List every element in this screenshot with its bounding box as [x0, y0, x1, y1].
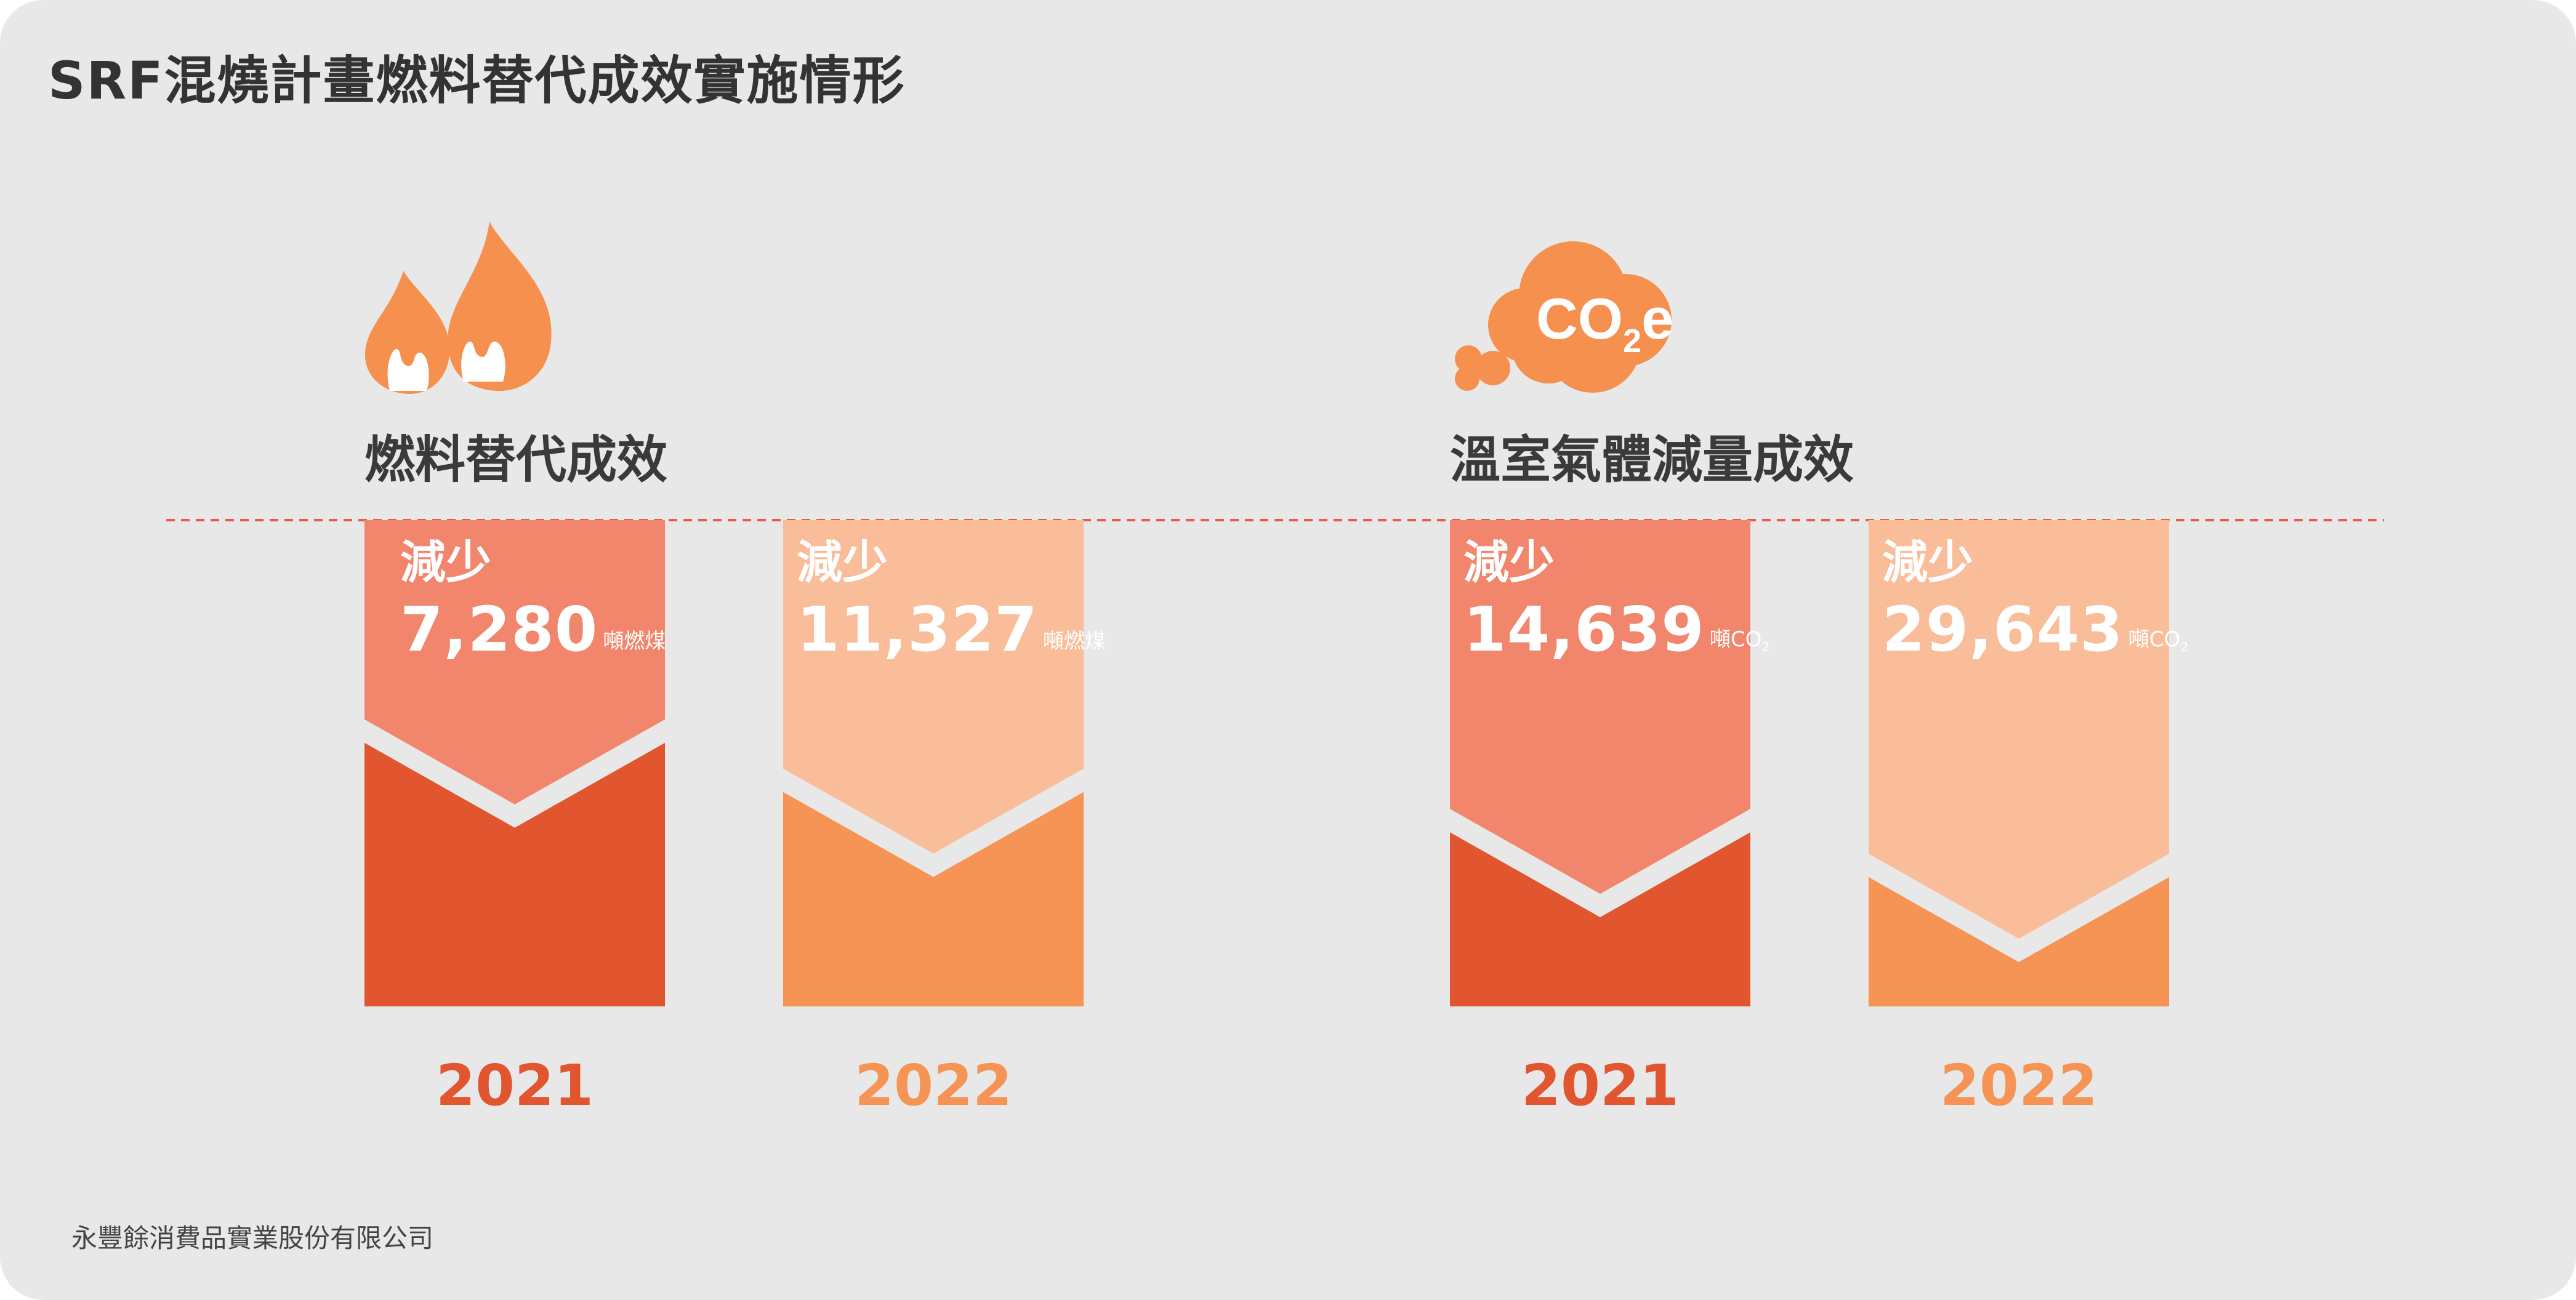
- ghg-section-title: 溫室氣體減量成效: [1450, 431, 1854, 489]
- bar-reduction-segment: [1450, 520, 1750, 894]
- svg-text:CO2e: CO2e: [1536, 286, 1673, 359]
- bar-value-block: 減少 29,643 噸CO2: [1882, 540, 2188, 660]
- bar-label-reduce: 減少: [1463, 536, 1555, 589]
- bar-reduction-segment: [783, 520, 1084, 854]
- bar-value: 29,643: [1882, 593, 2123, 665]
- year-label-2022: 2022: [1939, 1053, 2098, 1118]
- bar-reduction-segment: [1869, 520, 2169, 939]
- bar-value: 11,327: [797, 593, 1038, 665]
- bar-value-block: 減少 7,280 噸燃煤: [400, 540, 666, 660]
- bar-unit: 噸燃煤: [1042, 629, 1106, 654]
- fuel-section-title: 燃料替代成效: [364, 431, 668, 489]
- page-title: SRF混燒計畫燃料替代成效實施情形: [48, 50, 906, 111]
- company-name: 永豐餘消費品實業股份有限公司: [71, 1223, 434, 1253]
- bar-value-block: 減少 14,639 噸CO2: [1463, 540, 1769, 660]
- co2e-main-text: CO: [1536, 286, 1623, 351]
- bar-label-reduce: 減少: [400, 536, 491, 589]
- year-label-2022: 2022: [854, 1053, 1013, 1118]
- bar-base-segment: [364, 742, 665, 1006]
- year-label-2021: 2021: [435, 1053, 594, 1118]
- bar-reduction-segment: [364, 520, 665, 804]
- bar-label-reduce: 減少: [797, 536, 888, 589]
- bar-label-reduce: 減少: [1882, 536, 1973, 589]
- co2e-tail-text: e: [1641, 286, 1673, 351]
- co2e-sub-text: 2: [1623, 323, 1641, 359]
- bar-value: 14,639: [1463, 593, 1705, 665]
- bar-unit: 噸CO2: [1709, 627, 1770, 654]
- flame-icon: [365, 222, 552, 394]
- bar-value: 7,280: [400, 593, 598, 665]
- year-label-2021: 2021: [1521, 1053, 1680, 1118]
- bar-unit: 噸CO2: [2128, 627, 2189, 654]
- bar-base-segment: [783, 792, 1084, 1006]
- bar-base-segment: [1869, 877, 2169, 1006]
- bar-value-block: 減少 11,327 噸燃煤: [797, 540, 1106, 660]
- co2e-cloud-icon: CO2e: [1455, 241, 1673, 393]
- bar-unit: 噸燃煤: [603, 629, 666, 654]
- bar-base-segment: [1450, 832, 1750, 1006]
